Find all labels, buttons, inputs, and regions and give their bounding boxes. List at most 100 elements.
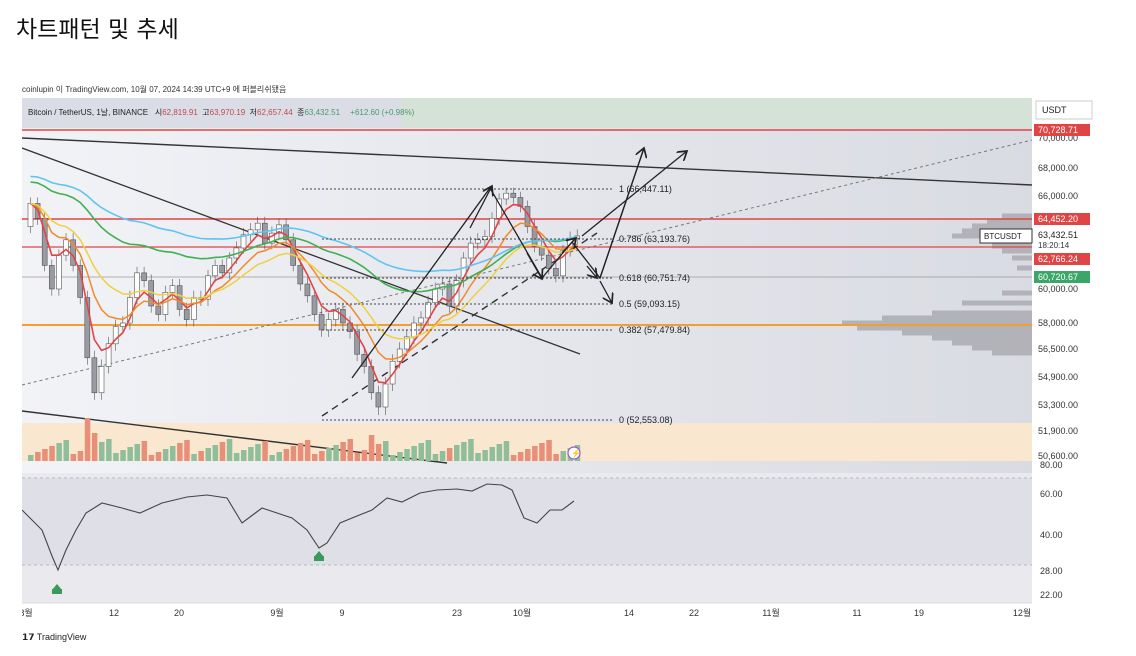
volume-bar bbox=[468, 439, 474, 461]
volume-bar bbox=[312, 454, 318, 461]
volume-profile-bar bbox=[992, 243, 1032, 249]
price-tick-label: 66,000.00 bbox=[1038, 191, 1078, 201]
price-tag bbox=[1034, 253, 1090, 265]
price-tick-label: 68,000.00 bbox=[1038, 163, 1078, 173]
candle-body bbox=[183, 309, 190, 320]
volume-bar bbox=[404, 449, 410, 461]
tradingview-logo[interactable]: 𝟭𝟳 TradingView bbox=[22, 632, 87, 642]
volume-bar bbox=[517, 452, 524, 461]
volume-bar bbox=[141, 441, 148, 461]
volume-bar bbox=[241, 450, 247, 461]
fibonacci-retracement: 1 (66,447.11) 0.786 (63,193.76) 0.618 (60,… bbox=[302, 184, 690, 425]
price-tag-label: 62,766.24 bbox=[1038, 254, 1078, 264]
volume-bar bbox=[91, 433, 98, 461]
candle-body bbox=[382, 383, 389, 408]
rsi-tick-label: 22.00 bbox=[1040, 590, 1063, 600]
time-tick-label: 19 bbox=[914, 608, 924, 618]
projection-arrow-down bbox=[586, 265, 597, 278]
candle-body bbox=[403, 336, 410, 350]
candle-body bbox=[269, 232, 275, 244]
symbol-header-left bbox=[22, 98, 402, 128]
volume-profile-bar bbox=[1002, 290, 1032, 296]
ticker-label: BTCUSDT bbox=[984, 232, 1022, 241]
volume-bar bbox=[539, 443, 545, 461]
volume-bar bbox=[326, 448, 332, 461]
volume-bar bbox=[269, 455, 275, 461]
volume-bar bbox=[454, 445, 460, 461]
volume-bar bbox=[42, 449, 48, 461]
rsi-tick-label: 60.00 bbox=[1040, 489, 1063, 499]
bullish-signal-icon bbox=[314, 551, 324, 557]
symbol-name[interactable]: Bitcoin / TetherUS, 1날, BINANCE bbox=[28, 108, 149, 117]
volume-profile-bar bbox=[952, 340, 1032, 346]
rsi-tick-label: 80.00 bbox=[1040, 460, 1063, 470]
time-tick-label: 8월 bbox=[22, 607, 33, 618]
candle-body bbox=[84, 297, 91, 359]
volume-bar bbox=[35, 452, 41, 461]
volume-profile-bar bbox=[902, 330, 1032, 336]
volume-bar bbox=[219, 442, 226, 461]
candle-body bbox=[105, 343, 112, 367]
tradingview-chart[interactable]: Bitcoin / TetherUS, 1날, BINANCE 시62,819.… bbox=[22, 98, 1094, 622]
volume-bar bbox=[439, 451, 446, 461]
price-axis[interactable] bbox=[1032, 98, 1094, 622]
price-tick-label: 56,500.00 bbox=[1038, 344, 1078, 354]
ema-red bbox=[29, 202, 578, 384]
volume-profile-bar bbox=[1002, 213, 1032, 219]
candle-body bbox=[503, 192, 510, 200]
candle-body bbox=[262, 222, 268, 244]
volume-bar bbox=[63, 440, 69, 461]
rsi-line bbox=[22, 483, 575, 594]
volume-bar bbox=[255, 444, 261, 461]
candle-body bbox=[112, 326, 119, 345]
volume-bar bbox=[510, 455, 517, 461]
page-heading: 차트패턴 및 추세 bbox=[16, 17, 179, 43]
volume-bar bbox=[546, 440, 552, 461]
time-tick-label: 14 bbox=[624, 608, 634, 618]
time-tick-label: 22 bbox=[689, 608, 699, 618]
candle-body bbox=[155, 305, 162, 315]
volume-bar bbox=[162, 449, 169, 461]
volume-bar bbox=[532, 446, 538, 461]
candle-body bbox=[240, 234, 247, 249]
rsi-band bbox=[22, 478, 1032, 565]
volume-profile-bar bbox=[972, 223, 1032, 229]
volume-profile-bar bbox=[962, 300, 1032, 306]
candle-body bbox=[304, 283, 311, 297]
dotted-trendline bbox=[22, 139, 1033, 386]
candle-body bbox=[396, 348, 403, 362]
volume-bar bbox=[397, 452, 403, 461]
candle-body bbox=[318, 314, 325, 331]
volume-bar bbox=[155, 452, 162, 461]
volume-bar bbox=[198, 451, 204, 461]
projection-arrow-down bbox=[526, 252, 542, 279]
volume-bar bbox=[148, 455, 155, 461]
candle-body bbox=[219, 265, 225, 274]
volume-bar bbox=[383, 441, 389, 461]
candle-body bbox=[169, 285, 176, 293]
volume-bar bbox=[475, 453, 481, 461]
price-pane-bg bbox=[22, 128, 1032, 473]
candle-body bbox=[48, 265, 55, 290]
candle-body bbox=[474, 239, 481, 244]
ema-green bbox=[30, 181, 578, 293]
volume-profile-bar bbox=[932, 310, 1032, 316]
currency-selector[interactable] bbox=[1035, 100, 1093, 120]
volume-bar bbox=[77, 451, 84, 461]
candle-body bbox=[141, 272, 147, 281]
volume-bar bbox=[106, 439, 112, 461]
projection-arrow-up bbox=[561, 238, 576, 254]
price-tag bbox=[1034, 213, 1090, 225]
candle-body bbox=[446, 283, 453, 307]
time-tick-label: 20 bbox=[174, 608, 184, 618]
price-tag bbox=[1034, 124, 1090, 136]
candle-body bbox=[432, 288, 439, 303]
candle-body bbox=[297, 265, 304, 285]
lightning-icon[interactable] bbox=[567, 446, 581, 460]
volume-bar bbox=[411, 446, 417, 461]
volume-bar bbox=[28, 455, 34, 461]
fib-level-label: 0 (52,553.08) bbox=[619, 415, 673, 425]
chart-canvas[interactable]: 1 (66,447.11) 0.786 (63,193.76) 0.618 (60,… bbox=[22, 98, 1094, 622]
currency-label: USDT bbox=[1042, 105, 1067, 115]
volume-bar bbox=[461, 442, 467, 461]
